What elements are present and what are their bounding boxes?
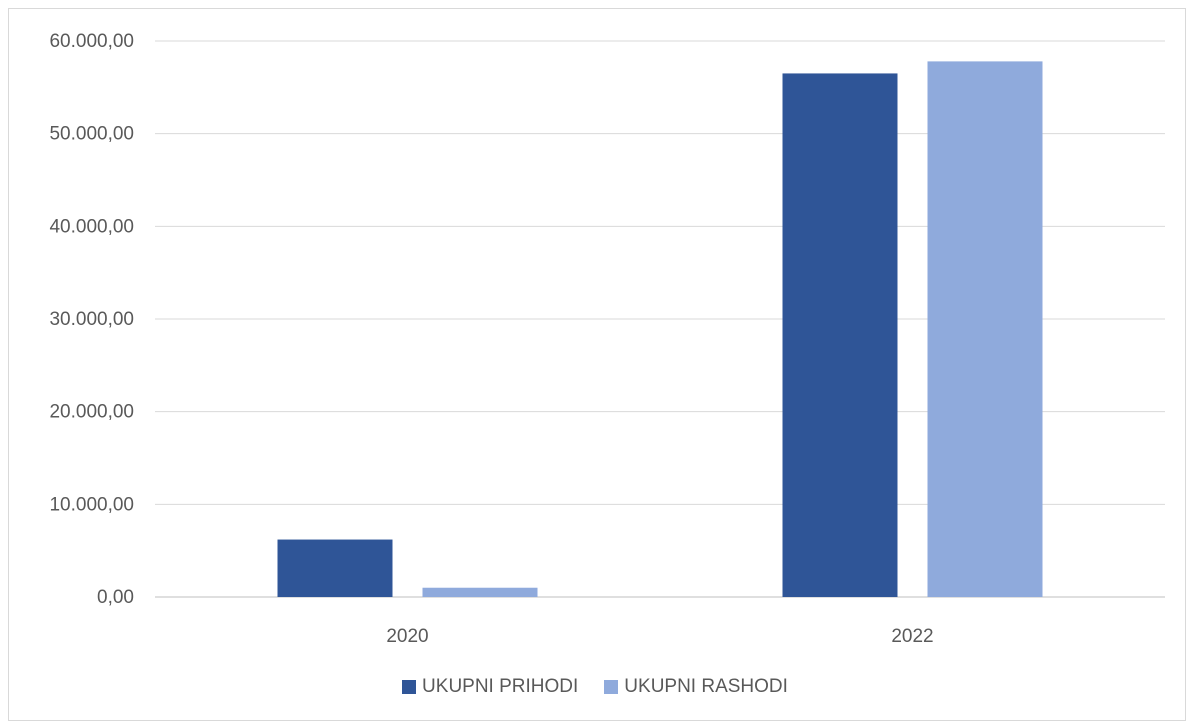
legend-swatch-prihodi (402, 680, 417, 694)
x-tick-label: 2020 (386, 626, 428, 647)
bar-prihodi (782, 73, 898, 597)
y-tick-label: 10.000,00 (49, 494, 134, 515)
y-tick-label: 20.000,00 (49, 402, 134, 423)
legend-item-rashodi: UKUPNI RASHODI (604, 676, 788, 698)
y-tick-label: 30.000,00 (49, 309, 134, 330)
bar-prihodi (277, 539, 393, 597)
legend-swatch-rashodi (604, 680, 619, 694)
legend-label-rashodi: UKUPNI RASHODI (624, 676, 788, 697)
legend: UKUPNI PRIHODI UKUPNI RASHODI (0, 676, 1190, 698)
y-tick-label: 60.000,00 (49, 31, 134, 52)
legend-label-prihodi: UKUPNI PRIHODI (422, 676, 579, 697)
bar-rashodi (927, 61, 1043, 598)
legend-item-prihodi: UKUPNI PRIHODI (402, 676, 578, 698)
y-tick-label: 0,00 (97, 587, 134, 608)
x-tick-label: 2022 (891, 626, 933, 647)
y-tick-label: 50.000,00 (49, 124, 134, 145)
y-tick-label: 40.000,00 (49, 216, 134, 237)
bar-rashodi (422, 587, 538, 597)
